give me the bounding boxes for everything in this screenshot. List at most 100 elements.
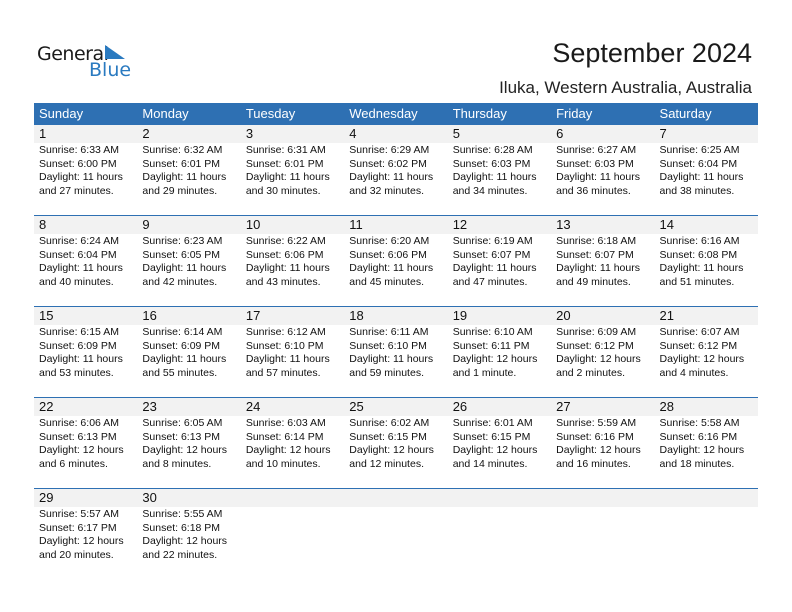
empty-cell xyxy=(344,489,448,579)
daylight-text: Daylight: 11 hours xyxy=(142,171,227,183)
minutes-text: and 45 minutes. xyxy=(349,275,424,288)
sunset-text: Sunset: 6:10 PM xyxy=(245,339,324,352)
day-number: 3 xyxy=(240,125,345,143)
day-cell: 11 Sunrise: 6:20 AM Sunset: 6:06 PM Dayligh… xyxy=(344,216,448,306)
minutes-text: and 51 minutes. xyxy=(659,275,735,288)
sunrise-text: Sunrise: 5:58 AM xyxy=(659,417,740,429)
day-cell: 27 Sunrise: 5:59 AM Sunset: 6:16 PM Dayligh… xyxy=(551,398,655,488)
daylight-text: Daylight: 11 hours xyxy=(245,262,330,274)
day-number: 2 xyxy=(137,125,241,143)
empty-date-band xyxy=(240,489,345,507)
day-number: 6 xyxy=(551,125,655,143)
week-row: 15 Sunrise: 6:15 AM Sunset: 6:09 PM Dayligh… xyxy=(34,306,758,397)
sunset-text: Sunset: 6:06 PM xyxy=(349,248,427,261)
daylight-text: Daylight: 12 hours xyxy=(39,444,124,456)
daylight-text: Daylight: 11 hours xyxy=(142,262,227,274)
minutes-text: and 1 minute. xyxy=(452,366,517,379)
day-number: 24 xyxy=(240,398,345,416)
minutes-text: and 18 minutes. xyxy=(659,457,735,470)
sunrise-text: Sunrise: 6:14 AM xyxy=(142,326,223,338)
minutes-text: and 10 minutes. xyxy=(245,457,321,470)
sunset-text: Sunset: 6:14 PM xyxy=(245,430,324,443)
daylight-text: Daylight: 11 hours xyxy=(39,353,123,365)
sunset-text: Sunset: 6:09 PM xyxy=(142,339,221,352)
daylight-text: Daylight: 11 hours xyxy=(245,171,330,183)
day-cell: 29 Sunrise: 5:57 AM Sunset: 6:17 PM Dayligh… xyxy=(34,489,138,579)
minutes-text: and 16 minutes. xyxy=(556,457,631,470)
daylight-text: Daylight: 12 hours xyxy=(142,444,228,456)
day-cell: 30 Sunrise: 5:55 AM Sunset: 6:18 PM Dayligh… xyxy=(137,489,241,579)
day-cell: 19 Sunrise: 6:10 AM Sunset: 6:11 PM Dayligh… xyxy=(447,307,552,397)
sunrise-text: Sunrise: 6:07 AM xyxy=(659,326,740,338)
weekday-thursday: Thursday xyxy=(452,106,507,121)
weekday-header: Sunday Monday Tuesday Wednesday Thursday Frid… xyxy=(34,103,758,125)
weekday-monday: Monday xyxy=(142,106,189,121)
sunrise-text: Sunrise: 6:06 AM xyxy=(39,417,119,429)
day-number: 21 xyxy=(654,307,758,325)
sunset-text: Sunset: 6:05 PM xyxy=(142,248,221,261)
sunset-text: Sunset: 6:18 PM xyxy=(142,521,221,534)
sunset-text: Sunset: 6:03 PM xyxy=(452,157,531,170)
day-cell: 25 Sunrise: 6:02 AM Sunset: 6:15 PM Dayligh… xyxy=(344,398,448,488)
sunset-text: Sunset: 6:13 PM xyxy=(142,430,221,443)
daylight-text: Daylight: 11 hours xyxy=(349,353,434,365)
minutes-text: and 57 minutes. xyxy=(245,366,321,379)
minutes-text: and 2 minutes. xyxy=(556,366,625,379)
day-number: 23 xyxy=(137,398,241,416)
day-cell: 14 Sunrise: 6:16 AM Sunset: 6:08 PM Dayligh… xyxy=(654,216,758,306)
minutes-text: and 43 minutes. xyxy=(245,275,321,288)
sunset-text: Sunset: 6:08 PM xyxy=(659,248,738,261)
weekday-wednesday: Wednesday xyxy=(349,106,418,121)
minutes-text: and 32 minutes. xyxy=(349,184,424,197)
sunset-text: Sunset: 6:10 PM xyxy=(349,339,427,352)
minutes-text: and 14 minutes. xyxy=(452,457,528,470)
day-number: 1 xyxy=(34,125,138,143)
daylight-text: Daylight: 11 hours xyxy=(349,171,434,183)
daylight-text: Daylight: 12 hours xyxy=(556,444,641,456)
day-number: 14 xyxy=(654,216,758,234)
week-row: 1 Sunrise: 6:33 AM Sunset: 6:00 PM Daylight… xyxy=(34,125,758,215)
sunrise-text: Sunrise: 6:22 AM xyxy=(245,235,326,247)
sunset-text: Sunset: 6:02 PM xyxy=(349,157,427,170)
daylight-text: Daylight: 11 hours xyxy=(659,262,744,274)
sunrise-text: Sunrise: 5:59 AM xyxy=(556,417,637,429)
sunset-text: Sunset: 6:15 PM xyxy=(349,430,427,443)
day-cell: 23 Sunrise: 6:05 AM Sunset: 6:13 PM Dayligh… xyxy=(137,398,241,488)
empty-cell xyxy=(447,489,552,579)
day-number: 22 xyxy=(34,398,138,416)
daylight-text: Daylight: 12 hours xyxy=(659,353,745,365)
day-number: 12 xyxy=(447,216,552,234)
sunrise-text: Sunrise: 6:33 AM xyxy=(39,144,119,156)
logo-word-blue: Blue xyxy=(89,59,132,81)
day-number: 20 xyxy=(551,307,655,325)
daylight-text: Daylight: 11 hours xyxy=(556,262,640,274)
day-cell: 15 Sunrise: 6:15 AM Sunset: 6:09 PM Dayligh… xyxy=(34,307,138,397)
day-cell: 28 Sunrise: 5:58 AM Sunset: 6:16 PM Dayligh… xyxy=(654,398,758,488)
sunrise-text: Sunrise: 6:18 AM xyxy=(556,235,637,247)
sunset-text: Sunset: 6:13 PM xyxy=(39,430,117,443)
day-number: 7 xyxy=(654,125,758,143)
day-number: 28 xyxy=(654,398,758,416)
weekday-friday: Friday xyxy=(556,106,593,121)
day-cell: 3 Sunrise: 6:31 AM Sunset: 6:01 PM Daylight… xyxy=(240,125,345,215)
minutes-text: and 12 minutes. xyxy=(349,457,424,470)
empty-date-band xyxy=(551,489,655,507)
sunrise-text: Sunrise: 6:32 AM xyxy=(142,144,223,156)
day-cell: 5 Sunrise: 6:28 AM Sunset: 6:03 PM Daylight… xyxy=(447,125,552,215)
day-number: 15 xyxy=(34,307,138,325)
sunset-text: Sunset: 6:01 PM xyxy=(142,157,221,170)
sunset-text: Sunset: 6:06 PM xyxy=(245,248,324,261)
sunset-text: Sunset: 6:12 PM xyxy=(659,339,738,352)
empty-cell xyxy=(654,489,758,579)
day-number: 19 xyxy=(447,307,552,325)
day-cell: 24 Sunrise: 6:03 AM Sunset: 6:14 PM Dayligh… xyxy=(240,398,345,488)
day-cell: 12 Sunrise: 6:19 AM Sunset: 6:07 PM Dayligh… xyxy=(447,216,552,306)
weekday-tuesday: Tuesday xyxy=(245,106,296,121)
minutes-text: and 8 minutes. xyxy=(142,457,212,470)
sunset-text: Sunset: 6:01 PM xyxy=(245,157,324,170)
day-number: 16 xyxy=(137,307,241,325)
daylight-text: Daylight: 11 hours xyxy=(452,171,537,183)
sunrise-text: Sunrise: 6:03 AM xyxy=(245,417,326,429)
day-number: 26 xyxy=(447,398,552,416)
sunrise-text: Sunrise: 6:27 AM xyxy=(556,144,637,156)
